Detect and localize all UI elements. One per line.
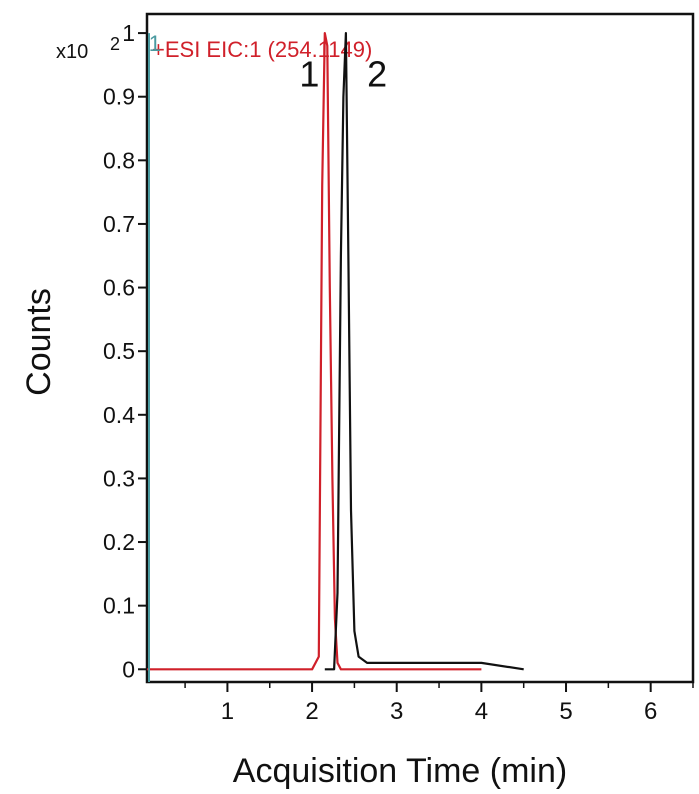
y-axis-label: Counts <box>20 288 58 396</box>
peak-annotation-1: 1 <box>149 31 161 56</box>
y-tick-label: 0.3 <box>103 465 135 491</box>
x-axis-label: Acquisition Time (min) <box>233 752 567 790</box>
y-tick-label: 0.4 <box>103 402 135 428</box>
y-tick-label: 0.2 <box>103 529 135 555</box>
x-tick-label: 2 <box>305 698 318 725</box>
y-tick-label: 1 <box>122 20 135 46</box>
y-tick-label: 0.5 <box>103 338 135 364</box>
y-tick-label: 0.1 <box>103 593 135 619</box>
annotation-layer: 1 1 2 <box>149 31 387 682</box>
y-tick-label: 0.9 <box>103 84 135 110</box>
peak-annotation-3: 2 <box>367 54 387 95</box>
y-tick-label: 0.6 <box>103 275 135 301</box>
y-tick-label: 0.8 <box>103 147 135 173</box>
x-axis: 1 2 3 4 5 6 <box>185 682 693 725</box>
plot-area <box>147 14 693 682</box>
chart-title: +ESI EIC:1 (254.1149) <box>152 37 372 62</box>
y-tick-label: 0.7 <box>103 211 135 237</box>
y-scale-exponent: 2 <box>110 34 120 54</box>
y-tick-label: 0 <box>122 656 135 682</box>
x-tick-label: 1 <box>221 698 234 725</box>
y-scale-label: x10 <box>56 41 88 63</box>
x-tick-label: 6 <box>644 698 657 725</box>
series-layer <box>147 33 524 669</box>
series-line-2 <box>325 33 524 669</box>
series-line-1 <box>147 33 481 669</box>
plot-frame <box>147 14 693 682</box>
x-tick-label: 4 <box>475 698 488 725</box>
y-axis: 0 0.1 0.2 0.3 0.4 0.5 0.6 0.7 0.8 0.9 1 <box>103 20 147 682</box>
x-tick-label: 5 <box>559 698 572 725</box>
peak-annotation-2: 1 <box>299 54 319 95</box>
x-tick-label: 3 <box>390 698 403 725</box>
